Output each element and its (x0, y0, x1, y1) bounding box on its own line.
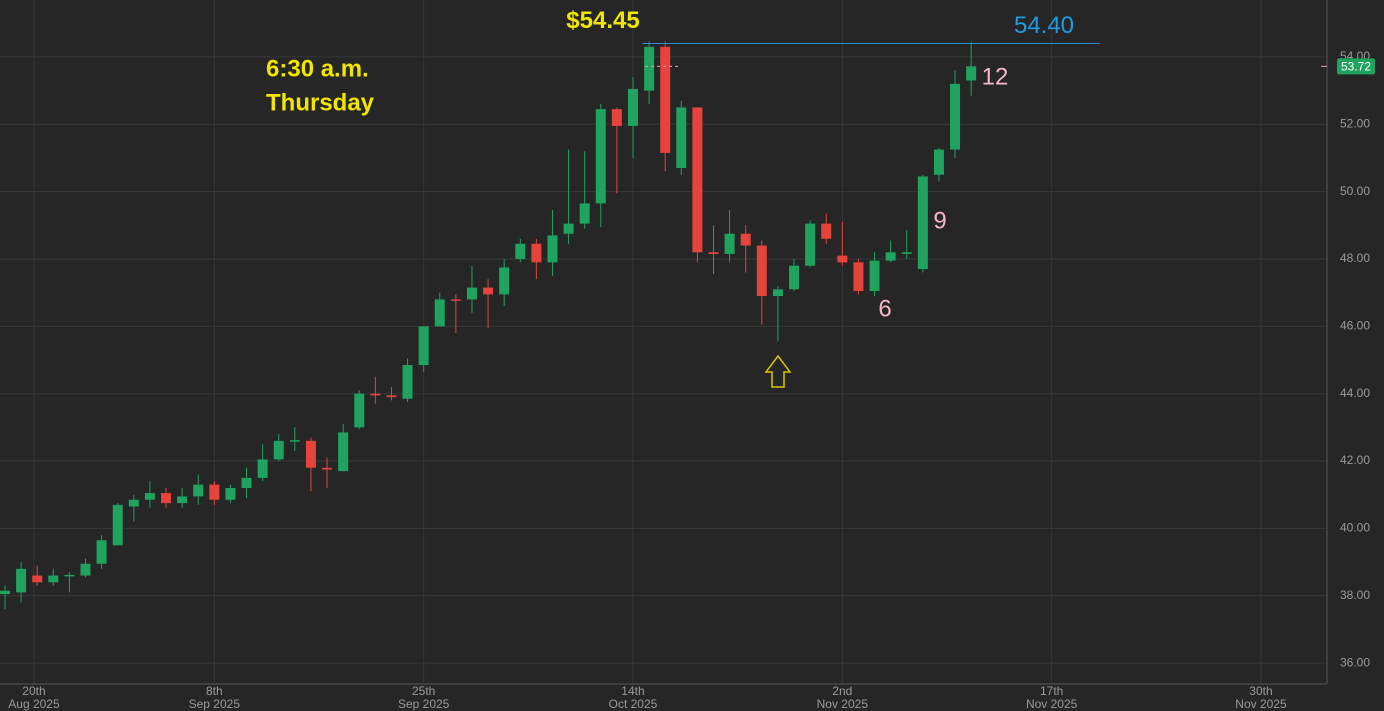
y-tick-label: 42.00 (1340, 453, 1370, 467)
candle-body (402, 365, 413, 399)
x-tick-label: 30th (1249, 684, 1272, 698)
candle-body (644, 46, 655, 91)
candle-body (805, 223, 816, 266)
candle-body (740, 233, 751, 246)
y-tick-label: 50.00 (1340, 184, 1370, 198)
candle-body (885, 252, 896, 261)
x-tick-label: Aug 2025 (8, 697, 60, 711)
y-tick-label: 40.00 (1340, 521, 1370, 535)
y-tick-label: 36.00 (1340, 655, 1370, 669)
last-price-label: 53.72 (1341, 60, 1371, 74)
candle-body (289, 440, 300, 442)
candle-body (225, 487, 236, 500)
candle-body (627, 88, 638, 126)
x-tick-label: Sep 2025 (189, 697, 241, 711)
candle-body (322, 467, 333, 470)
candle-body (112, 504, 123, 546)
candle-body (821, 223, 832, 239)
candle-body (386, 395, 397, 398)
x-tick-label: 25th (412, 684, 435, 698)
high-label: $54.45 (566, 7, 639, 34)
y-tick-label: 44.00 (1340, 386, 1370, 400)
candle-body (257, 459, 268, 478)
candle-body (756, 245, 767, 297)
time-note: Thursday (266, 89, 375, 116)
candle-body (209, 484, 220, 500)
candle-body (64, 574, 75, 577)
candle-body (354, 393, 365, 428)
arrow (764, 354, 792, 388)
candle-body (515, 243, 526, 259)
candle-body (0, 590, 10, 595)
x-tick-label: Nov 2025 (817, 697, 869, 711)
candle-body (241, 477, 252, 488)
candle-body (611, 109, 622, 126)
candle-body (950, 83, 961, 150)
time-note: 6:30 a.m. (266, 55, 369, 82)
count-label: 6 (878, 295, 891, 322)
candle-body (708, 252, 719, 254)
count-label: 9 (933, 207, 946, 234)
x-tick-label: 14th (621, 684, 644, 698)
candle-body (853, 262, 864, 291)
candle-body (177, 496, 188, 504)
candle-body (869, 260, 880, 291)
candle-body (338, 432, 349, 472)
candle-body (789, 265, 800, 290)
plot (0, 41, 977, 610)
y-tick-label: 48.00 (1340, 251, 1370, 265)
candle-body (966, 66, 977, 81)
candle-body (434, 299, 445, 327)
candle-body (144, 493, 155, 500)
candle-body (660, 46, 671, 153)
y-tick-label: 46.00 (1340, 319, 1370, 333)
candle-body (547, 235, 558, 263)
level-label: 54.40 (1014, 12, 1074, 39)
candle-body (466, 287, 477, 300)
last-price-box (1337, 58, 1375, 75)
x-tick-label: 8th (206, 684, 223, 698)
y-tick-label: 38.00 (1340, 588, 1370, 602)
candle-body (499, 267, 510, 295)
x-tick-label: Oct 2025 (609, 697, 658, 711)
candle-body (917, 176, 928, 270)
x-tick-label: Sep 2025 (398, 697, 450, 711)
x-tick-label: 20th (22, 684, 45, 698)
candle-body (96, 540, 107, 564)
candle-body (48, 575, 59, 583)
count-label: 12 (982, 63, 1009, 90)
candle-body (80, 563, 91, 576)
x-tick-label: Nov 2025 (1235, 697, 1287, 711)
candle-body (370, 393, 381, 396)
candle-body (450, 299, 461, 301)
y-tick-label: 52.00 (1340, 116, 1370, 130)
candle-body (418, 326, 429, 366)
candle-body (595, 109, 606, 204)
candle-body (161, 493, 172, 504)
x-tick-label: 17th (1040, 684, 1063, 698)
candle-body (901, 252, 912, 254)
candle-body (563, 223, 574, 234)
x-tick-label: 2nd (832, 684, 852, 698)
candle-body (193, 484, 204, 497)
candle-body (128, 499, 139, 507)
candle-body (32, 575, 43, 583)
candle-body (483, 287, 494, 295)
x-tick-label: Nov 2025 (1026, 697, 1078, 711)
candle-body (837, 255, 848, 263)
candle-body (273, 440, 284, 460)
candle-body (933, 149, 944, 175)
candle-body (579, 203, 590, 224)
candle-body (724, 233, 735, 254)
candle-body (305, 440, 316, 468)
candle-body (16, 568, 27, 593)
candle-body (676, 107, 687, 169)
candle-body (692, 107, 703, 253)
candle-body (531, 243, 542, 263)
candle-body (772, 289, 783, 297)
